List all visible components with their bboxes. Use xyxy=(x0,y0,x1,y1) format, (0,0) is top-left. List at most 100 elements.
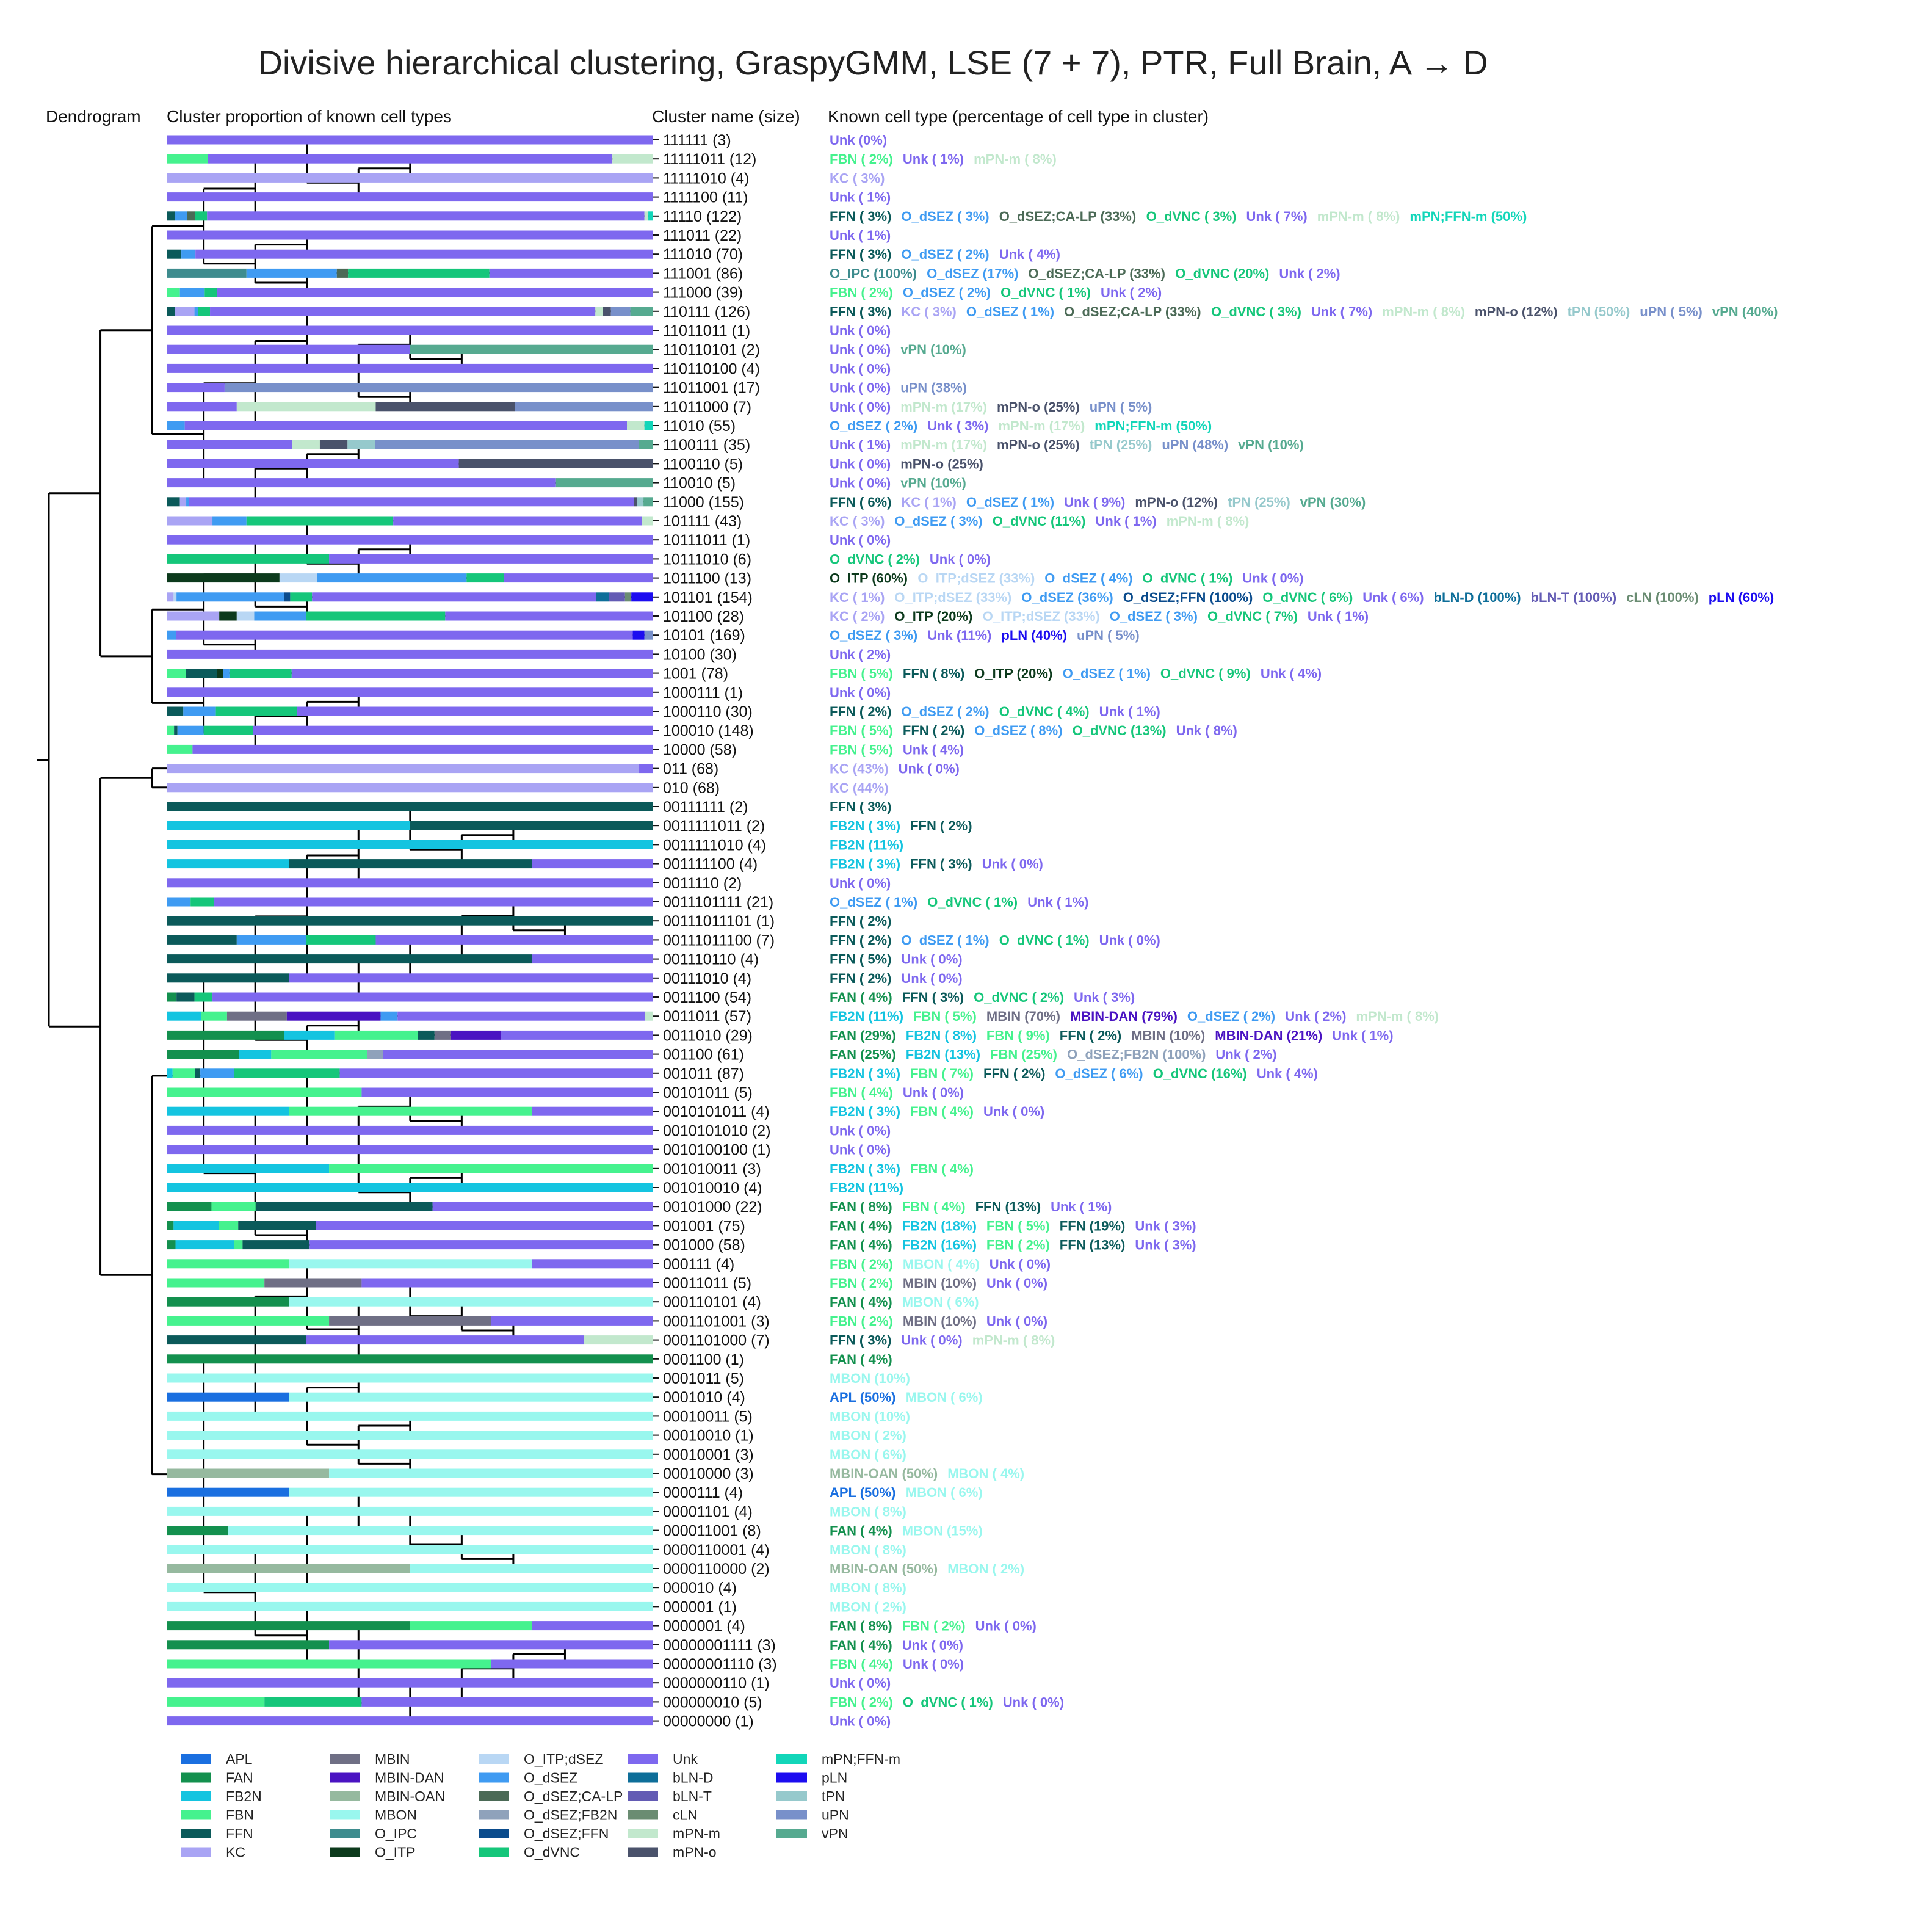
cluster-label: 00101011 (5) xyxy=(663,1084,753,1101)
bar-row xyxy=(167,1030,653,1040)
bar-row xyxy=(167,288,653,297)
bar-segment xyxy=(361,1697,653,1707)
bar-row xyxy=(167,821,653,830)
bar-segment xyxy=(167,478,556,488)
known-type-label: O_ITP;dSEZ (33%) xyxy=(983,609,1100,624)
bar-segment xyxy=(167,230,653,240)
bar-segment xyxy=(367,1050,383,1059)
known-type-label: FAN ( 4%) xyxy=(830,1352,892,1367)
known-type-label: Unk ( 0%) xyxy=(983,1104,1044,1119)
bar-segment xyxy=(167,706,184,716)
bar-row xyxy=(167,1564,653,1573)
bar-segment xyxy=(176,992,195,1002)
cluster-label: 00000000 (1) xyxy=(663,1713,754,1730)
bar-segment xyxy=(167,802,653,811)
known-type-label: O_dVNC ( 2%) xyxy=(830,551,920,567)
known-type-label: FBN ( 4%) xyxy=(902,1199,966,1214)
cluster-label: 001000 (58) xyxy=(663,1237,745,1254)
known-type-label: FB2N ( 3%) xyxy=(830,1161,900,1177)
known-type-label: O_dSEZ;CA-LP (33%) xyxy=(1064,304,1201,319)
known-type-label: MBON ( 2%) xyxy=(830,1428,906,1443)
bar-segment xyxy=(167,1316,330,1326)
bar-row xyxy=(167,1125,653,1135)
bar-row xyxy=(167,859,653,869)
known-type-label: O_dSEZ ( 3%) xyxy=(894,513,982,529)
known-type-label: APL (50%) xyxy=(830,1485,895,1500)
cluster-label: 10111011 (1) xyxy=(663,532,750,549)
known-type-label: Unk ( 0%) xyxy=(982,857,1043,872)
legend-label: FBN xyxy=(226,1807,254,1823)
legend-swatch xyxy=(479,1772,509,1783)
cluster-label: 1011100 (13) xyxy=(663,570,751,587)
cluster-label: 001011 (87) xyxy=(663,1065,744,1083)
known-type-label: FFN ( 2%) xyxy=(1060,1028,1121,1043)
bar-segment xyxy=(167,859,289,869)
bar-segment xyxy=(167,1068,173,1078)
cluster-label: 0011101111 (21) xyxy=(663,894,773,911)
bar-row xyxy=(167,230,653,240)
known-type-label: Unk ( 1%) xyxy=(1051,1199,1112,1214)
bar-segment xyxy=(167,535,653,545)
bar-segment xyxy=(643,497,653,507)
bar-segment xyxy=(450,1030,501,1040)
known-type-label: Unk ( 1%) xyxy=(830,228,891,243)
legend-label: MBIN xyxy=(375,1751,410,1767)
bar-segment xyxy=(167,1087,362,1097)
known-type-label: FB2N (16%) xyxy=(902,1238,977,1253)
known-type-label: FBN ( 2%) xyxy=(830,1313,893,1329)
cluster-label: 001010011 (3) xyxy=(663,1161,761,1178)
known-type-label: FB2N (18%) xyxy=(902,1218,977,1233)
legend-swatch xyxy=(776,1791,807,1801)
dendrogram-header: Dendrogram xyxy=(46,107,141,126)
known-type-label: Unk ( 0%) xyxy=(830,1142,891,1158)
cluster-label: 00111011100 (7) xyxy=(663,932,775,949)
bar-segment xyxy=(167,1697,265,1707)
known-type-label: O_dSEZ (36%) xyxy=(1021,590,1113,605)
known-type-label: Unk ( 1%) xyxy=(830,437,891,452)
bar-segment xyxy=(189,497,634,507)
legend-item: O_dSEZ xyxy=(479,1770,577,1786)
known-type-label: FFN ( 2%) xyxy=(830,704,891,719)
bar-row xyxy=(167,268,653,278)
cluster-label: 0001100 (1) xyxy=(663,1351,744,1368)
bar-segment xyxy=(167,1431,653,1440)
bar-segment xyxy=(224,383,653,393)
known-type-label: Unk ( 0%) xyxy=(830,1675,891,1691)
legend-label: MBON xyxy=(375,1807,417,1823)
legend-item: mPN-m xyxy=(628,1826,720,1841)
bar-segment xyxy=(167,630,176,640)
known-type-label: O_dVNC ( 1%) xyxy=(999,932,1090,948)
bar-row xyxy=(167,1106,653,1116)
cluster-label: 1100111 (35) xyxy=(663,437,750,454)
bar-segment xyxy=(167,1164,330,1173)
bar-segment xyxy=(167,1259,289,1269)
legend-label: bLN-D xyxy=(673,1770,713,1786)
bar-segment xyxy=(167,1640,330,1650)
known-type-label: FB2N ( 3%) xyxy=(830,1066,900,1081)
bar-segment xyxy=(167,1506,653,1516)
bar-segment xyxy=(329,1164,653,1173)
bar-segment xyxy=(289,1392,653,1402)
bar-row xyxy=(167,706,653,716)
bar-segment xyxy=(167,1145,653,1155)
known-type-label: Unk ( 0%) xyxy=(901,971,962,986)
bar-segment xyxy=(555,478,653,488)
cluster-label: 0000110001 (4) xyxy=(663,1542,770,1559)
known-type-label: tPN (25%) xyxy=(1228,495,1290,510)
known-type-label: FB2N ( 3%) xyxy=(830,1104,900,1119)
cluster-label: 0001101000 (7) xyxy=(663,1332,770,1349)
bar-segment xyxy=(167,783,653,793)
legend-swatch xyxy=(181,1754,211,1764)
legend-item: tPN xyxy=(776,1788,845,1804)
known-type-label: FBN ( 5%) xyxy=(986,1218,1050,1233)
bar-segment xyxy=(212,992,653,1002)
cluster-label: 00010000 (3) xyxy=(663,1465,754,1482)
known-type-label: MBIN-OAN (50%) xyxy=(830,1466,938,1481)
bar-segment xyxy=(501,1030,653,1040)
bar-segment xyxy=(167,1106,289,1116)
bar-row xyxy=(167,1259,653,1269)
cluster-label: 0000111 (4) xyxy=(663,1484,743,1501)
bar-row xyxy=(167,802,653,811)
bar-row xyxy=(167,1392,653,1402)
bar-segment xyxy=(289,1106,532,1116)
